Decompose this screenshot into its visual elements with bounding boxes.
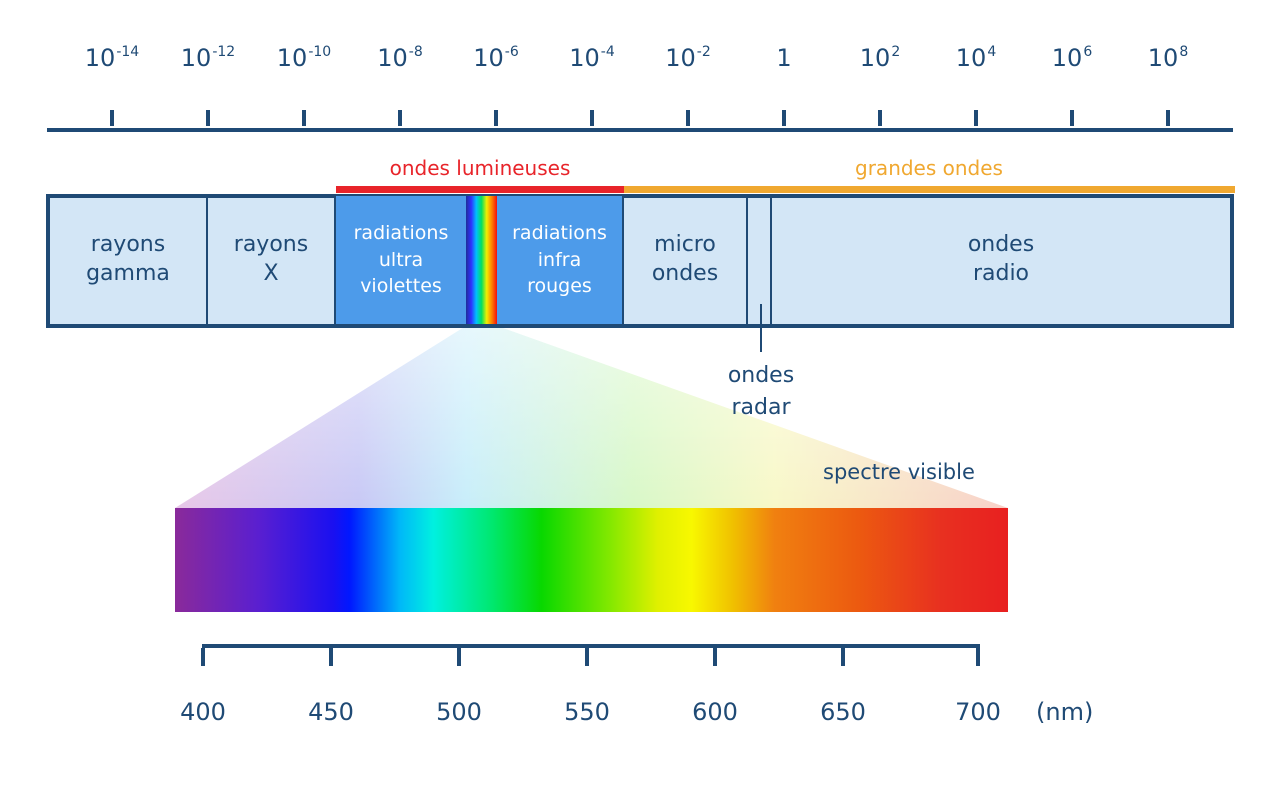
band-micro: micro ondes [624, 196, 748, 324]
band-gamma: rayons gamma [50, 196, 208, 324]
nm-tick [585, 648, 589, 666]
band-ir: radiations infra rouges [497, 196, 624, 324]
wavelength-tick [398, 110, 402, 126]
light-waves-label: ondes lumineuses [389, 156, 571, 180]
nm-label: 550 [564, 698, 610, 726]
spectrum-band-frame [46, 194, 1234, 328]
nm-tick [976, 648, 980, 666]
wavelength-tick [878, 110, 882, 126]
wavelength-label: 10-12 [180, 44, 236, 72]
wavelength-tick [686, 110, 690, 126]
wavelength-label: 104 [955, 44, 997, 72]
wavelength-tick [782, 110, 786, 126]
visible-spectrum-bar [175, 508, 1008, 612]
wavelength-label: 10-14 [84, 44, 140, 72]
long-waves-label: grandes ondes [855, 156, 1003, 180]
wavelength-label: 10-4 [569, 44, 615, 72]
radar-label: ondes radar [727, 363, 795, 420]
wavelength-label: 10-8 [377, 44, 423, 72]
nm-axis-line [202, 644, 980, 648]
wavelength-label: 10-2 [665, 44, 711, 72]
wavelength-tick [1070, 110, 1074, 126]
nm-tick [457, 648, 461, 666]
nm-unit-label: (nm) [1036, 698, 1094, 726]
nm-tick [201, 648, 205, 666]
wavelength-tick [1166, 110, 1170, 126]
nm-label: 650 [820, 698, 866, 726]
band-micro-label: micro ondes [651, 232, 719, 286]
wavelength-label: 1 [776, 44, 792, 72]
band-radio-label: ondes radio [967, 232, 1035, 286]
nm-tick [841, 648, 845, 666]
long-waves-bar [624, 186, 1235, 193]
band-radio: ondes radio [772, 196, 1230, 324]
wavelength-tick [974, 110, 978, 126]
nm-label: 450 [308, 698, 354, 726]
wavelength-tick [302, 110, 306, 126]
band-uv-label: radiations ultra violettes [353, 222, 449, 298]
wavelength-tick [206, 110, 210, 126]
nm-label: 500 [436, 698, 482, 726]
band-uv: radiations ultra violettes [336, 196, 466, 324]
band-gamma-label: rayons gamma [86, 232, 170, 286]
wavelength-label: 10-10 [276, 44, 332, 72]
nm-label: 600 [692, 698, 738, 726]
band-ir-label: radiations infra rouges [512, 222, 607, 298]
wavelength-label: 102 [859, 44, 901, 72]
visible-spectrum-label: spectre visible [823, 460, 975, 484]
visible-sliver [466, 196, 497, 324]
band-xray-label: rayons X [233, 232, 309, 286]
light-waves-bar [336, 186, 624, 193]
wavelength-tick [590, 110, 594, 126]
nm-label: 700 [955, 698, 1001, 726]
wavelength-label: 10-6 [473, 44, 519, 72]
radar-pointer-line [760, 304, 762, 352]
nm-label: 400 [180, 698, 226, 726]
band-radar [748, 196, 772, 324]
wavelength-label: 108 [1147, 44, 1189, 72]
nm-tick [713, 648, 717, 666]
wavelength-label: 106 [1051, 44, 1093, 72]
wavelength-tick [494, 110, 498, 126]
wavelength-axis-line [47, 128, 1233, 132]
nm-tick [329, 648, 333, 666]
wavelength-tick [110, 110, 114, 126]
band-xray: rayons X [208, 196, 336, 324]
